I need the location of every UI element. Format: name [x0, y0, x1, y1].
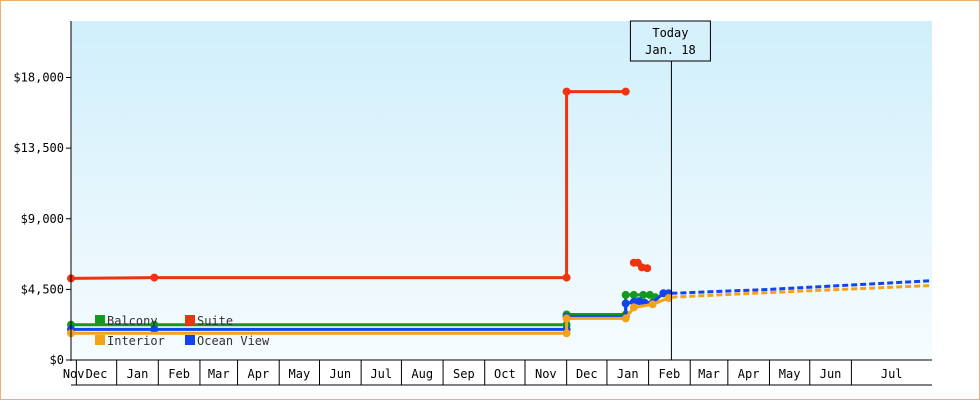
plot-background — [71, 21, 932, 360]
y-tick-label: $4,500 — [21, 282, 64, 296]
y-tick-label: $18,000 — [13, 71, 64, 85]
data-point-balcony — [629, 290, 638, 299]
x-tick-label: Aug — [411, 367, 433, 381]
data-point-balcony — [639, 290, 648, 299]
x-tick-label: Feb — [659, 367, 681, 381]
x-tick-label: May — [779, 367, 801, 381]
x-tick-label: Feb — [168, 367, 190, 381]
data-point-ocean-view — [621, 299, 630, 308]
data-point-interior — [664, 294, 673, 302]
legend-item-interior: Interior — [95, 334, 165, 348]
series-layer — [67, 87, 933, 338]
x-tick-label: May — [289, 367, 311, 381]
data-point-interior — [629, 303, 638, 312]
data-point-suite — [562, 87, 571, 96]
data-point-suite — [150, 273, 159, 282]
x-tick-label: Sep — [453, 367, 475, 381]
data-point-suite — [621, 87, 630, 96]
x-tick-label: Nov — [535, 367, 557, 381]
data-point-interior — [648, 300, 657, 309]
forecast-line-ocean-view — [671, 279, 933, 295]
legend-swatch — [95, 335, 105, 345]
x-tick-label: Mar — [208, 367, 230, 381]
data-point-interior — [562, 314, 571, 323]
legend-swatch — [185, 335, 195, 345]
legend-item-ocean-view: Ocean View — [185, 334, 270, 348]
x-tick-label: Dec — [576, 367, 598, 381]
x-tick-label: Apr — [248, 367, 270, 381]
legend-label: Suite — [197, 314, 233, 328]
x-tick-label: Jun — [820, 367, 842, 381]
x-tick-label: Jul — [881, 367, 903, 381]
x-tick-label: Jan — [127, 367, 149, 381]
data-point-balcony — [621, 290, 630, 299]
data-point-suite — [643, 264, 652, 273]
legend-label: Interior — [107, 334, 165, 348]
x-tick-label: Dec — [86, 367, 108, 381]
today-label-box — [629, 20, 711, 62]
y-tick-label: $9,000 — [21, 212, 64, 226]
today-date-label: Jan. 18 — [645, 43, 696, 57]
x-tick-label: Oct — [494, 367, 516, 381]
x-tick-label: Mar — [698, 367, 720, 381]
legend-item-balcony: Balcony — [95, 314, 158, 328]
data-point-ocean-view — [150, 325, 159, 334]
legend-swatch — [95, 315, 105, 325]
x-tick-label: Nov — [63, 367, 85, 381]
x-tick-label: Jul — [370, 367, 392, 381]
series-interior — [67, 284, 933, 338]
forecast-line-interior — [671, 284, 933, 299]
legend-label: Balcony — [107, 314, 158, 328]
data-point-suite — [562, 273, 571, 282]
x-tick-label: Jan — [617, 367, 639, 381]
data-point-interior — [621, 314, 630, 323]
x-tick-label: Apr — [738, 367, 760, 381]
y-tick-label: $13,500 — [13, 141, 64, 155]
today-marker: Today Jan. 18 — [629, 20, 711, 360]
x-tick-label: Jun — [329, 367, 351, 381]
legend-swatch — [185, 315, 195, 325]
legend-label: Ocean View — [197, 334, 270, 348]
y-tick-label: $0 — [50, 353, 64, 367]
data-point-interior — [562, 329, 571, 338]
legend: Balcony Suite Interior Ocean View — [95, 314, 270, 348]
legend-item-suite: Suite — [185, 314, 233, 328]
today-label: Today — [652, 26, 688, 40]
series-suite — [67, 87, 652, 283]
